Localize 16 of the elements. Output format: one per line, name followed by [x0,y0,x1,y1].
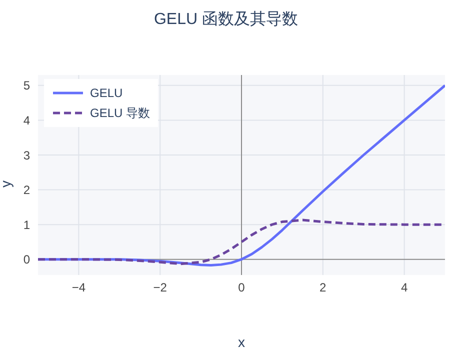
y-tick-label: 1 [23,218,30,232]
y-tick-label: 5 [23,78,30,93]
y-axis-title: y [0,180,14,188]
y-tick-label: 0 [23,252,30,267]
x-tick-label: −4 [72,280,86,295]
x-tick-label: 4 [400,280,408,295]
legend-label: GELU 导数 [90,104,150,122]
legend-label: GELU [90,86,123,100]
y-tick-label: 3 [23,148,30,162]
chart-title: GELU 函数及其导数 [152,10,299,30]
x-tick-label: 0 [238,280,246,295]
y-tick-label: 2 [23,183,30,198]
x-tick-label: −2 [153,280,168,295]
y-tick-label: 4 [23,113,30,128]
x-axis-title: x [237,334,246,350]
x-tick-label: 2 [320,280,327,295]
